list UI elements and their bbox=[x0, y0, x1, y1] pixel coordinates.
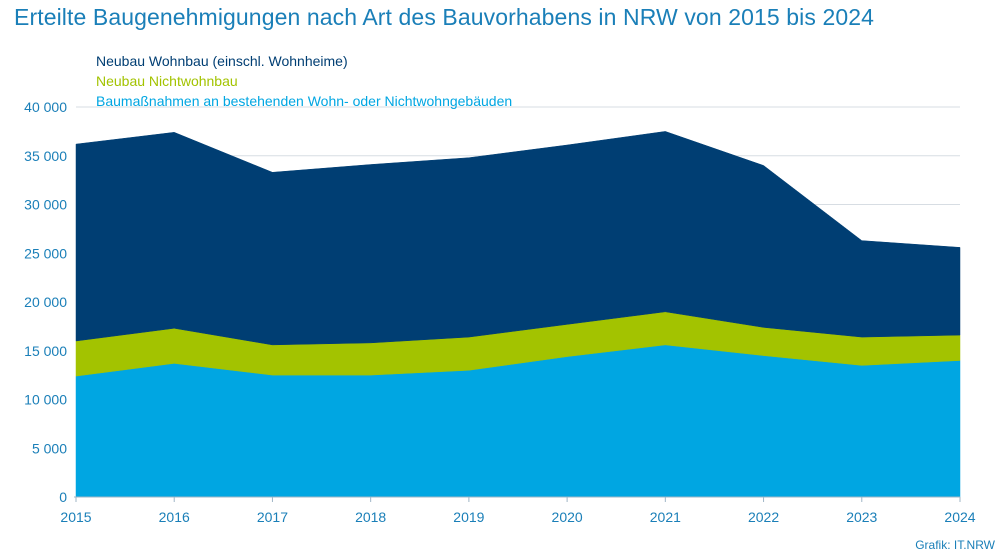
x-tick-label: 2022 bbox=[748, 509, 779, 525]
x-tick-label: 2024 bbox=[944, 509, 975, 525]
y-tick-label: 15 000 bbox=[24, 343, 67, 359]
legend-item: Neubau Wohnbau (einschl. Wohnheime) bbox=[96, 53, 348, 69]
area-series-3 bbox=[75, 131, 961, 346]
credit-text: Grafik: IT.NRW bbox=[915, 538, 995, 552]
x-tick-label: 2023 bbox=[846, 509, 877, 525]
x-tick-label: 2020 bbox=[552, 509, 583, 525]
x-tick-label: 2021 bbox=[650, 509, 681, 525]
x-tick-label: 2016 bbox=[159, 509, 190, 525]
x-tick-label: 2019 bbox=[453, 509, 484, 525]
legend-item: Baumaßnahmen an bestehenden Wohn- oder N… bbox=[96, 93, 512, 109]
x-tick-label: 2017 bbox=[257, 509, 288, 525]
chart-title: Erteilte Baugenehmigungen nach Art des B… bbox=[14, 4, 875, 30]
y-tick-label: 0 bbox=[59, 489, 67, 505]
x-tick-label: 2015 bbox=[60, 509, 91, 525]
x-axis-ticks: 2015 2016 2017 2018 2019 2020 2021 2022 2023 2024 bbox=[60, 497, 976, 525]
y-tick-label: 10 000 bbox=[24, 392, 67, 408]
y-tick-label: 30 000 bbox=[24, 197, 67, 213]
y-tick-label: 35 000 bbox=[24, 148, 67, 164]
y-tick-label: 40 000 bbox=[24, 99, 67, 115]
x-tick-label: 2018 bbox=[355, 509, 386, 525]
y-tick-label: 5 000 bbox=[32, 440, 67, 456]
legend: Neubau Wohnbau (einschl. Wohnheime) Neuba… bbox=[96, 53, 512, 109]
area-series bbox=[75, 131, 961, 498]
y-axis-ticks: 0 5 000 10 000 15 000 20 000 25 000 30 000 35 0… bbox=[24, 99, 67, 505]
y-tick-label: 25 000 bbox=[24, 245, 67, 261]
legend-item: Neubau Nichtwohnbau bbox=[96, 73, 238, 89]
y-tick-label: 20 000 bbox=[24, 294, 67, 310]
